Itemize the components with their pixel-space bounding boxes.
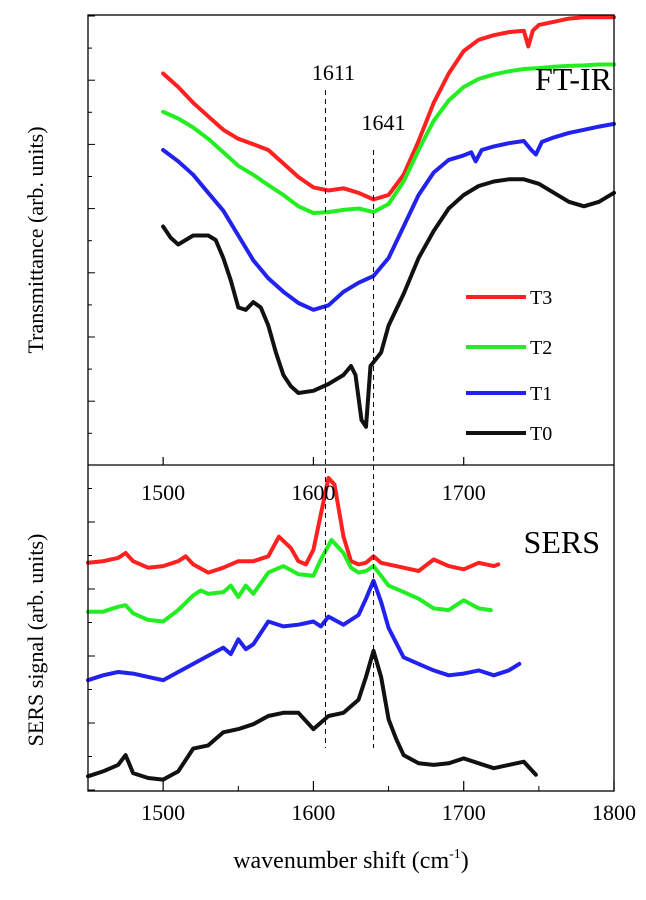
legend-label-t1: T1 (530, 383, 552, 405)
reference-label-1641: 1641 (362, 110, 406, 135)
legend-label-t2: T2 (530, 337, 552, 359)
ftir-series-t3 (161, 15, 616, 202)
ftir-y-axis-title: Transmittance (arb. units) (23, 126, 48, 353)
sers-series-t0 (86, 648, 538, 782)
ftir-series-t0 (161, 177, 616, 429)
ftir-panel: T3 T2 T1 T0 (161, 15, 616, 445)
sers-panel (86, 476, 538, 782)
ftir-panel-label: FT-IR (535, 61, 613, 97)
x-axis-title: wavenumber shift (cm-1) (233, 847, 469, 874)
sers-series-t3 (86, 476, 501, 575)
sers-y-axis-title: SERS signal (arb. units) (23, 534, 48, 747)
x-axis-label-1600: 1600 (291, 800, 335, 825)
legend-label-t0: T0 (530, 423, 552, 445)
plot-frame (87, 14, 615, 792)
x-axis-title-main: wavenumber shift (cm (233, 848, 449, 874)
x-axis-title-close: ) (461, 848, 469, 874)
reference-label-1611: 1611 (312, 60, 355, 85)
top-axis-label-1600: 1600 (291, 480, 335, 505)
sers-series-t2 (86, 538, 493, 624)
ftir-series-t1 (161, 121, 616, 312)
x-axis-label-1500: 1500 (141, 800, 185, 825)
x-axis-label-1700: 1700 (442, 800, 486, 825)
x-axis-label-1800: 1800 (592, 800, 636, 825)
top-axis-label-1700: 1700 (442, 480, 486, 505)
x-axis-title-superscript: -1 (449, 847, 461, 862)
sers-panel-label: SERS (524, 524, 600, 560)
legend-label-t3: T3 (530, 287, 552, 309)
top-axis-label-1500: 1500 (141, 480, 185, 505)
ftir-series-t2 (161, 62, 616, 215)
sers-series-t1 (86, 578, 522, 683)
